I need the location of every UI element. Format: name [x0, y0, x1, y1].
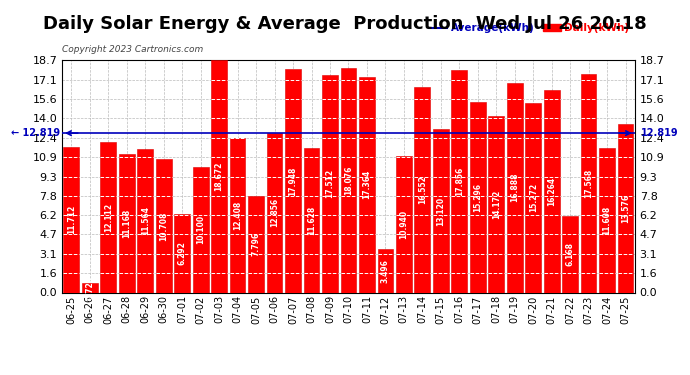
- Bar: [470, 102, 486, 292]
- Bar: [175, 214, 190, 292]
- Bar: [359, 76, 375, 292]
- Text: 11.608: 11.608: [602, 206, 611, 235]
- Text: 3.496: 3.496: [381, 259, 390, 283]
- Bar: [618, 124, 633, 292]
- Bar: [267, 133, 282, 292]
- Bar: [248, 196, 264, 292]
- Bar: [415, 87, 430, 292]
- Text: 16.552: 16.552: [418, 175, 427, 204]
- Bar: [581, 74, 596, 292]
- Text: 17.512: 17.512: [326, 169, 335, 198]
- Text: 11.628: 11.628: [307, 206, 316, 235]
- Bar: [451, 70, 467, 292]
- Bar: [562, 216, 578, 292]
- Text: 17.948: 17.948: [288, 166, 297, 196]
- Text: 12.819: 12.819: [640, 128, 678, 138]
- Text: 17.364: 17.364: [362, 170, 371, 199]
- Bar: [285, 69, 301, 292]
- Bar: [377, 249, 393, 292]
- Text: Copyright 2023 Cartronics.com: Copyright 2023 Cartronics.com: [62, 45, 204, 54]
- Text: 0.728: 0.728: [86, 276, 95, 300]
- Bar: [82, 284, 98, 292]
- Text: 12.112: 12.112: [104, 202, 112, 232]
- Bar: [63, 147, 79, 292]
- Text: 17.568: 17.568: [584, 169, 593, 198]
- Text: 11.712: 11.712: [67, 205, 76, 234]
- Text: 6.292: 6.292: [178, 242, 187, 266]
- Text: 15.296: 15.296: [473, 183, 482, 212]
- Bar: [322, 75, 338, 292]
- Bar: [137, 149, 153, 292]
- Bar: [507, 82, 522, 292]
- Text: 11.168: 11.168: [122, 209, 131, 238]
- Legend: Average(kWh), Daily(kWh): Average(kWh), Daily(kWh): [428, 23, 629, 33]
- Bar: [193, 167, 208, 292]
- Text: 17.856: 17.856: [455, 167, 464, 196]
- Bar: [211, 60, 227, 292]
- Bar: [599, 148, 615, 292]
- Text: 10.940: 10.940: [400, 210, 408, 239]
- Bar: [101, 142, 116, 292]
- Bar: [433, 129, 448, 292]
- Bar: [396, 156, 412, 292]
- Text: ← 12.819: ← 12.819: [11, 128, 60, 138]
- Text: 14.172: 14.172: [492, 190, 501, 219]
- Text: 16.264: 16.264: [547, 177, 556, 206]
- Bar: [230, 138, 246, 292]
- Text: 13.120: 13.120: [436, 196, 445, 225]
- Text: 15.272: 15.272: [529, 183, 538, 212]
- Bar: [156, 159, 172, 292]
- Text: 18.076: 18.076: [344, 165, 353, 195]
- Text: 13.576: 13.576: [621, 194, 630, 223]
- Text: 12.856: 12.856: [270, 198, 279, 227]
- Bar: [304, 148, 319, 292]
- Text: 11.564: 11.564: [141, 206, 150, 235]
- Bar: [544, 90, 560, 292]
- Text: 12.408: 12.408: [233, 201, 242, 230]
- Bar: [119, 154, 135, 292]
- Text: 6.168: 6.168: [566, 242, 575, 266]
- Bar: [489, 116, 504, 292]
- Text: 18.672: 18.672: [215, 162, 224, 191]
- Text: 10.100: 10.100: [196, 215, 205, 244]
- Bar: [525, 103, 541, 292]
- Text: Daily Solar Energy & Average  Production  Wed Jul 26 20:18: Daily Solar Energy & Average Production …: [43, 15, 647, 33]
- Bar: [341, 68, 356, 292]
- Text: 16.888: 16.888: [510, 173, 519, 202]
- Text: 7.796: 7.796: [252, 232, 261, 256]
- Text: 10.708: 10.708: [159, 211, 168, 241]
